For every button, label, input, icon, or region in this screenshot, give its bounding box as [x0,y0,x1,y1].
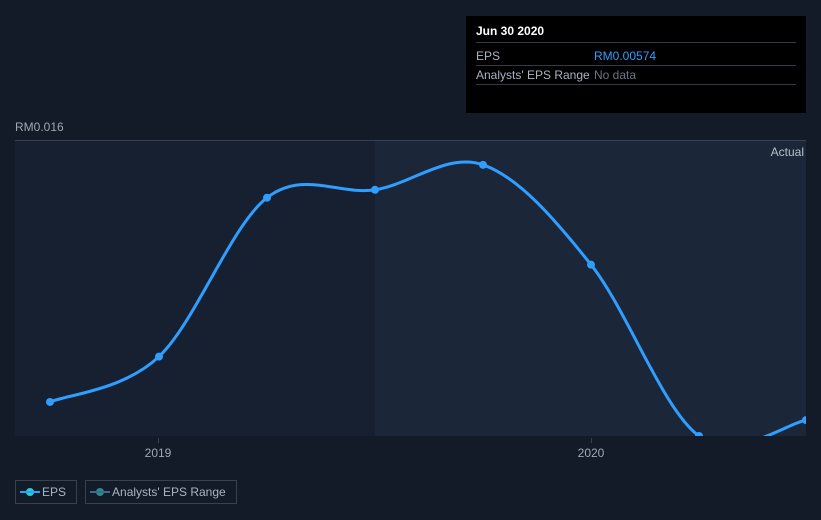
legend-label: EPS [42,485,66,499]
tooltip-date: Jun 30 2020 [476,24,796,43]
x-tick-label: 2019 [145,446,172,460]
line-chart-svg [15,141,806,436]
legend-swatch-icon [96,488,104,496]
x-axis: 2019 2020 [15,438,806,462]
tooltip-row: EPS RM0.00574 [476,47,796,66]
tooltip-value: RM0.00574 [594,49,656,63]
chart-plot[interactable] [15,140,806,435]
tooltip-panel: Jun 30 2020 EPS RM0.00574 Analysts' EPS … [466,16,806,113]
legend: EPS Analysts' EPS Range [15,480,237,504]
x-tick [158,438,159,443]
actual-region-label: Actual [771,145,804,159]
tooltip-label: Analysts' EPS Range [476,68,594,82]
y-tick-label: RM0.016 [15,120,64,134]
legend-item-range[interactable]: Analysts' EPS Range [85,480,237,504]
legend-label: Analysts' EPS Range [112,485,226,499]
legend-item-eps[interactable]: EPS [15,480,77,504]
x-tick [591,438,592,443]
tooltip-label: EPS [476,49,594,63]
tooltip-value: No data [594,68,636,82]
legend-swatch-icon [26,488,34,496]
tooltip-row: Analysts' EPS Range No data [476,66,796,85]
x-tick-label: 2020 [578,446,605,460]
